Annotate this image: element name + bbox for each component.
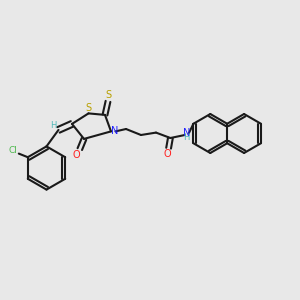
Text: Cl: Cl (9, 146, 18, 155)
Text: H: H (183, 134, 190, 142)
Text: N: N (183, 128, 190, 138)
Text: O: O (72, 149, 80, 160)
Text: O: O (164, 149, 171, 159)
Text: S: S (105, 90, 111, 100)
Text: S: S (85, 103, 91, 113)
Text: H: H (50, 121, 56, 130)
Text: N: N (111, 126, 118, 136)
